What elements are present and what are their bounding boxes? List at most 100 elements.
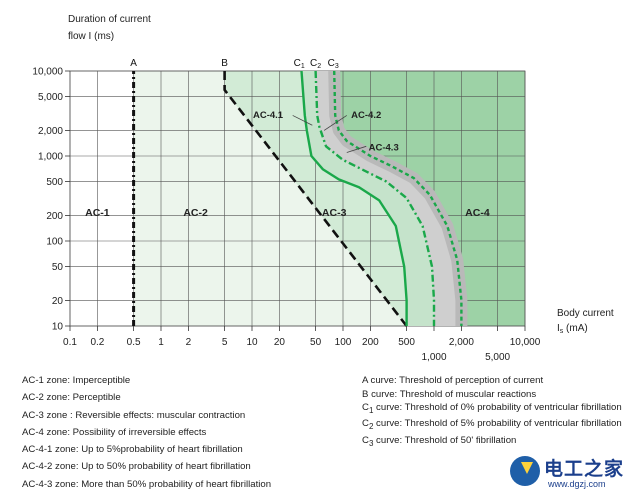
legend-curve-c3-prefix: C	[362, 434, 369, 446]
y-tick-label-8: 5,000	[38, 92, 63, 103]
zone-label-ac-3: AC-3	[322, 207, 347, 219]
legend-curve-c3-sub: 3	[368, 438, 374, 448]
curve-label-c1: C1	[294, 58, 305, 70]
legend-ac3: AC-3 zone : Reversible effects: muscular…	[22, 409, 246, 421]
x-tick-label-5: 5	[222, 337, 228, 348]
x-axis-title-main: Body current	[557, 308, 614, 319]
curve-label-sub: 2	[317, 63, 321, 70]
curve-layer	[132, 70, 463, 327]
x-tick-label-1: 0.2	[90, 337, 104, 348]
x-tick-label-4: 2	[186, 337, 192, 348]
x-tick-label-15: 10,000	[510, 337, 541, 348]
legend-curve-b: B curve: Threshold of muscular reactions	[362, 389, 630, 401]
curve-c3	[333, 70, 463, 326]
legend-curve-c2: C2 curve: Threshold of 5% probability of…	[362, 418, 630, 432]
curve-label-c2: C2	[310, 58, 321, 70]
x-tick-label-12: 1,000	[421, 352, 446, 363]
grid-layer	[69, 70, 526, 327]
curve-label-main: C	[310, 58, 317, 69]
legend-curve-c2-prefix: C	[362, 418, 369, 430]
legend-ac4-3: AC-4-3 zone: More than 50% probability o…	[22, 478, 272, 490]
zone-label-ac-4-1: AC-4.1	[253, 110, 284, 121]
y-tick-label-6: 1,000	[38, 152, 63, 163]
x-tick-label-13: 2,000	[449, 337, 474, 348]
y-tick-label-7: 2,000	[38, 126, 63, 137]
curve-label-a: A	[130, 58, 137, 69]
legend-curve-a: A curve: Threshold of perception of curr…	[362, 375, 630, 387]
x-axis-symbol-sub: s	[560, 328, 564, 335]
curve-label-main: A	[130, 58, 137, 69]
y-tick-label-0: 10	[52, 322, 64, 333]
x-axis-symbol: I	[557, 323, 560, 334]
leader-ac4-2	[323, 115, 347, 131]
watermark-url: www.dgzj.com	[548, 479, 606, 489]
plot-frame	[69, 70, 526, 327]
x-tick-label-2: 0.5	[127, 337, 141, 348]
curve-label-main: C	[294, 58, 301, 69]
legend-curve-c1: C1 curve: Threshold of 0% probability of…	[362, 402, 630, 416]
zone-label-ac-4-2: AC-4.2	[351, 110, 381, 121]
curve-c2	[314, 70, 436, 326]
legend-curve-c3-text: curve: Threshold of 50' fibrillation	[373, 434, 517, 446]
y-tick-label-2: 50	[52, 262, 64, 273]
x-tick-label-14: 5,000	[485, 352, 510, 363]
y-tick-label-5: 500	[46, 177, 63, 188]
legend-ac2: AC-2 zone: Perceptible	[22, 392, 121, 404]
leader-ac4-1	[292, 115, 313, 126]
x-tick-label-6: 10	[246, 337, 258, 348]
curve-label-main: C	[328, 58, 335, 69]
legend-ac4-1: AC-4-1 zone: Up to 5%probability of hear…	[22, 444, 243, 456]
legend-curve-a-text: curve: Threshold of perception of curren…	[367, 375, 544, 386]
x-tick-label-11: 500	[398, 337, 415, 348]
legend-ac1: AC-1 zone: Imperceptible	[22, 375, 131, 386]
curve-label-sub: 3	[335, 63, 339, 70]
y-tick-label-1: 20	[52, 296, 64, 307]
legend-curve-c1-text: curve: Threshold of 0% probability of ve…	[373, 402, 622, 413]
legend-curve-b-prefix: B	[362, 388, 369, 400]
curve-label-b: B	[221, 58, 228, 69]
legend-curve-c2-sub: 2	[368, 422, 374, 432]
zone-ac2-fill	[133, 71, 225, 326]
legend-right: A curve: Threshold of perception of curr…	[362, 375, 630, 451]
watermark: 电工之家 www.dgzj.com	[508, 452, 636, 492]
legend-curve-c1-sub: 1	[368, 405, 374, 415]
zone-ac4-1-fill	[301, 71, 434, 326]
zone-label-ac-2: AC-2	[183, 207, 208, 219]
lightning-logo-icon	[510, 456, 540, 486]
legend-left: AC-1 zone: Imperceptible AC-2 zone: Perc…	[22, 375, 352, 496]
y-axis-title-line-1: flow I (ms)	[68, 31, 114, 42]
curve-c1	[300, 70, 408, 326]
x-tick-label-7: 20	[274, 337, 286, 348]
x-axis-unit: (mA)	[563, 323, 587, 334]
watermark-title: 电工之家	[544, 458, 625, 480]
y-tick-label-9: 10,000	[32, 67, 63, 78]
legend-curve-a-prefix: A	[362, 375, 368, 386]
zone-label-ac-1: AC-1	[85, 207, 110, 219]
legend-ac4: AC-4 zone: Possibility of irreversible e…	[22, 426, 207, 438]
y-tick-label-4: 200	[46, 211, 63, 222]
y-tick-label-3: 100	[46, 237, 63, 248]
x-tick-label-8: 50	[310, 337, 322, 348]
legend-ac4-2: AC-4-2 zone: Up to 50% probability of he…	[22, 461, 251, 473]
curve-b	[223, 71, 408, 327]
legend-curve-c1-prefix: C	[362, 402, 369, 413]
x-tick-label-10: 200	[362, 337, 379, 348]
x-tick-label-9: 100	[335, 337, 352, 348]
zone-ac2-lower-fill	[224, 71, 407, 326]
legend-curve-c2-text: curve: Threshold of 5% probability of ve…	[373, 418, 622, 430]
legend-curve-b-text: curve: Threshold of muscular reactions	[368, 388, 537, 400]
y-axis-title-line-0: Duration of current	[68, 14, 151, 25]
zone-label-ac-4-3: AC-4.3	[369, 142, 399, 153]
legend-curve-c3: C3 curve: Threshold of 50' fibrillation	[362, 435, 630, 449]
x-tick-label-0: 0.1	[63, 337, 77, 348]
curve-label-main: B	[221, 58, 228, 69]
zone-label-ac-4: AC-4	[465, 207, 490, 219]
x-tick-label-3: 1	[158, 337, 164, 348]
curve-label-c3: C3	[328, 58, 339, 70]
leader-ac4-3	[346, 145, 367, 153]
curve-label-sub: 1	[301, 63, 305, 70]
x-axis-title-symbol: Is (mA)	[557, 323, 588, 335]
